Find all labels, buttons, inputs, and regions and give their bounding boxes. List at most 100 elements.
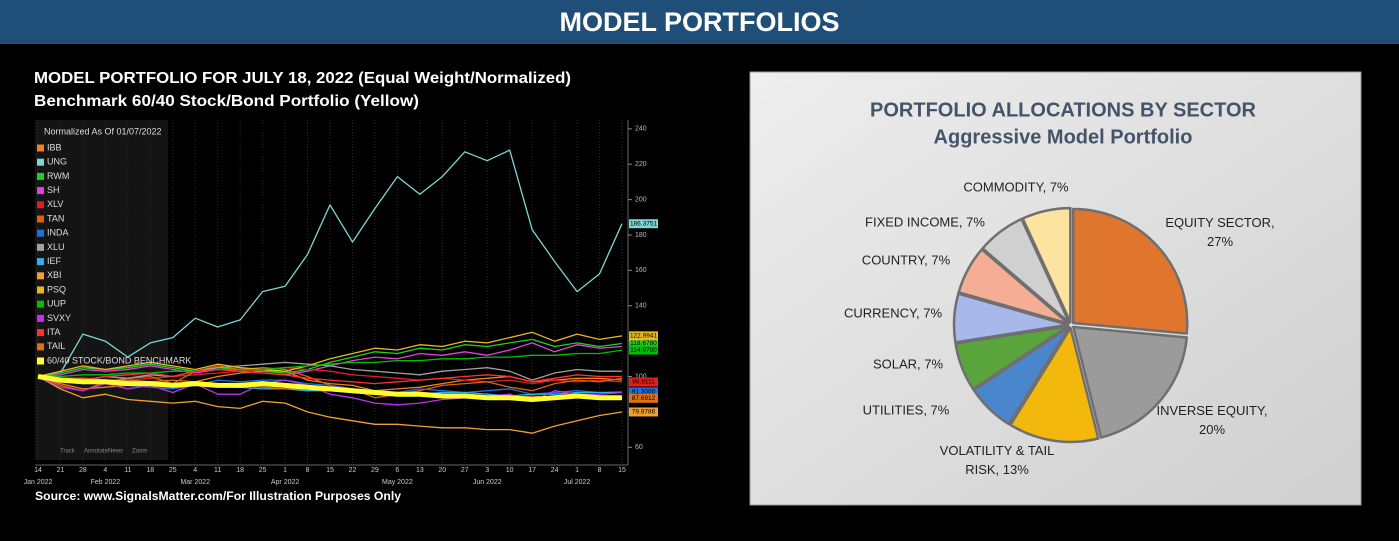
- y-tick-label: 100: [635, 373, 647, 380]
- x-tick-label: 15: [618, 467, 626, 474]
- y-tick-label: 60: [635, 444, 643, 451]
- x-tick-label: 24: [551, 467, 559, 474]
- x-tick-label: 1: [283, 467, 287, 474]
- legend-swatch: [37, 229, 44, 237]
- x-tick-label: 18: [236, 467, 244, 474]
- x-month-label: Jun 2022: [473, 479, 502, 486]
- slice-label: COMMODITY, 7%: [963, 179, 1069, 195]
- legend-swatch: [37, 343, 44, 351]
- slice-label: COUNTRY, 7%: [861, 252, 951, 268]
- x-tick-label: 17: [528, 467, 536, 474]
- end-label: 79.9786: [632, 409, 656, 416]
- end-label-box: [629, 219, 658, 229]
- x-tick-label: 18: [146, 467, 154, 474]
- x-tick-label: 14: [34, 467, 42, 474]
- legend-label: TAN: [47, 213, 64, 223]
- legend-label: XBI: [47, 270, 62, 280]
- end-label-box: [629, 407, 658, 417]
- legend-swatch: [37, 357, 44, 365]
- legend-swatch: [37, 272, 44, 280]
- pie-slice: [954, 324, 1070, 391]
- x-tick-label: 11: [124, 467, 131, 474]
- legend-swatch: [37, 243, 44, 251]
- chart-subtitle: Benchmark 60/40 Stock/Bond Portfolio (Ye…: [34, 93, 419, 110]
- legend-title: Normalized As Of 01/07/2022: [44, 126, 162, 136]
- x-month-label: Jan 2022: [24, 479, 53, 486]
- series-line: [37, 338, 623, 378]
- toolbar-item: Track: [60, 449, 76, 455]
- x-tick-label: 4: [193, 467, 197, 474]
- x-tick-label: 4: [103, 467, 107, 474]
- plot-shade: [35, 120, 168, 460]
- x-month-label: Apr 2022: [271, 479, 300, 486]
- x-tick-label: 3: [485, 467, 489, 474]
- x-tick-label: 15: [326, 467, 334, 474]
- legend-label: TAIL: [47, 341, 65, 351]
- series-line: [37, 375, 623, 434]
- end-label-box: [629, 338, 658, 348]
- legend-label: UNG: [47, 157, 67, 167]
- pie-slice: [957, 248, 1070, 325]
- y-tick-label: 220: [635, 161, 647, 168]
- x-tick-label: 8: [306, 467, 310, 474]
- x-month-label: Jul 2022: [564, 479, 591, 486]
- x-tick-label: 11: [214, 467, 221, 474]
- pie-slice: [952, 292, 1070, 344]
- slice-label: EQUITY SECTOR, 27%: [1165, 215, 1275, 249]
- legend-label: IEF: [47, 256, 62, 266]
- legend-label: XLV: [47, 199, 63, 209]
- y-tick-label: 200: [635, 196, 647, 203]
- slice-label: CURRENCY, 7%: [843, 305, 943, 321]
- legend-swatch: [37, 329, 44, 337]
- legend-label: INDA: [47, 228, 69, 238]
- x-tick-label: 21: [57, 467, 65, 474]
- legend-swatch: [37, 144, 44, 152]
- x-tick-label: 25: [259, 467, 267, 474]
- toolbar-item: News: [108, 449, 123, 455]
- end-label: 118.6780: [630, 340, 657, 347]
- end-label: 91.3000: [632, 389, 656, 396]
- legend-swatch: [37, 286, 44, 294]
- x-tick-label: 1: [575, 467, 579, 474]
- legend-label: 60/40 STOCK/BOND BENCHMARK: [47, 355, 191, 365]
- chart-title: MODEL PORTFOLIO FOR JULY 18, 2022 (Equal…: [34, 70, 571, 87]
- legend-swatch: [37, 187, 44, 195]
- source-note: Source: www.SignalsMatter.com/For Illust…: [35, 489, 401, 503]
- series-line: [37, 374, 622, 402]
- legend-label: ITA: [47, 327, 60, 337]
- end-label: 122.9941: [630, 333, 657, 340]
- x-month-label: Feb 2022: [91, 479, 121, 486]
- slice-label: UTILITIES, 7%: [862, 402, 950, 418]
- x-tick-label: 6: [395, 467, 399, 474]
- y-tick-label: 160: [635, 267, 647, 274]
- x-month-label: Mar 2022: [180, 479, 210, 486]
- legend-label: SVXY: [47, 313, 71, 323]
- slice-label: FIXED INCOME, 7%: [865, 214, 985, 230]
- end-label: 186.3751: [630, 220, 657, 227]
- x-tick-label: 29: [371, 467, 379, 474]
- x-tick-label: 8: [598, 467, 602, 474]
- x-tick-label: 22: [349, 467, 357, 474]
- chart-subtitle: Aggressive Model Portfolio: [934, 126, 1193, 148]
- x-tick-label: 10: [506, 467, 514, 474]
- pie-slice: [1021, 206, 1072, 324]
- end-label-box: [629, 387, 658, 397]
- series-line: [37, 149, 623, 378]
- end-label-box: [629, 331, 658, 341]
- legend-label: SH: [47, 185, 60, 195]
- end-label: 96.9111: [632, 379, 655, 386]
- legend-swatch: [37, 215, 44, 223]
- page-title: MODEL PORTFOLIOS: [0, 0, 1399, 44]
- x-tick-label: 28: [79, 467, 87, 474]
- x-month-label: May 2022: [382, 479, 413, 486]
- x-tick-label: 25: [169, 467, 177, 474]
- slice-label: SOLAR, 7%: [872, 356, 944, 372]
- end-label-box: [629, 377, 658, 387]
- y-tick-label: 140: [635, 303, 647, 310]
- pie-slice: [1071, 207, 1189, 335]
- x-tick-label: 27: [461, 467, 469, 474]
- chart-title: PORTFOLIO ALLOCATIONS BY SECTOR: [870, 99, 1256, 121]
- end-label: 87.6912: [632, 395, 656, 402]
